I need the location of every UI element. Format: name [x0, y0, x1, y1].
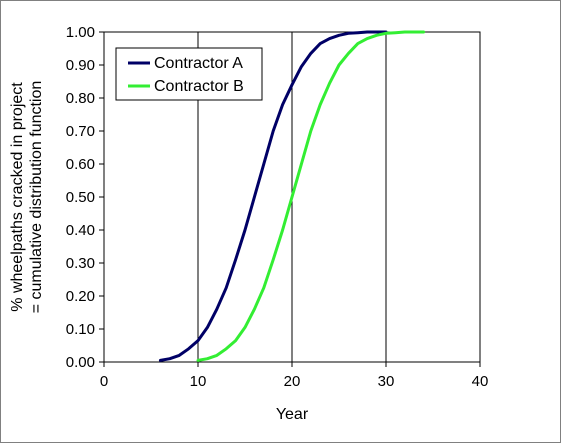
x-axis-label: Year — [276, 406, 309, 423]
legend-entry: Contractor B — [154, 78, 244, 95]
y-tick-label: 0.30 — [66, 255, 95, 272]
y-tick-label: 0.20 — [66, 288, 95, 305]
series-line-contractor-b — [196, 30, 426, 362]
y-tick-label: 0.80 — [66, 90, 95, 107]
y-tick-label: 0.10 — [66, 321, 95, 338]
series-line-contractor-a — [158, 30, 388, 362]
y-tick-label: 0.60 — [66, 156, 95, 173]
legend: Contractor A Contractor B — [115, 47, 263, 101]
x-tick-label: 10 — [190, 373, 207, 390]
y-axis-ticks: 0.00 0.10 0.20 0.30 0.40 0.50 0.60 0.70 0.80 0.90… — [66, 24, 104, 371]
series-layer — [158, 30, 426, 362]
y-axis-label-line: = cumulative distribution function — [28, 81, 45, 314]
y-axis-label-line: % wheelpaths cracked in project — [9, 82, 26, 312]
y-tick-label: 0.70 — [66, 123, 95, 140]
y-tick-label: 1.00 — [66, 24, 95, 41]
legend-box — [115, 47, 263, 101]
x-tick-label: 0 — [100, 373, 108, 390]
y-tick-label: 0.00 — [66, 354, 95, 371]
x-tick-label: 30 — [378, 373, 395, 390]
y-tick-label: 0.40 — [66, 222, 95, 239]
legend-entry: Contractor A — [154, 55, 243, 72]
y-tick-label: 0.90 — [66, 57, 95, 74]
x-tick-label: 20 — [284, 373, 301, 390]
x-tick-label: 40 — [472, 373, 489, 390]
x-axis-ticks: 0 10 20 30 40 — [100, 362, 489, 390]
y-tick-label: 0.50 — [66, 189, 95, 206]
y-axis-label: % wheelpaths cracked in project = cumulat… — [9, 81, 45, 314]
